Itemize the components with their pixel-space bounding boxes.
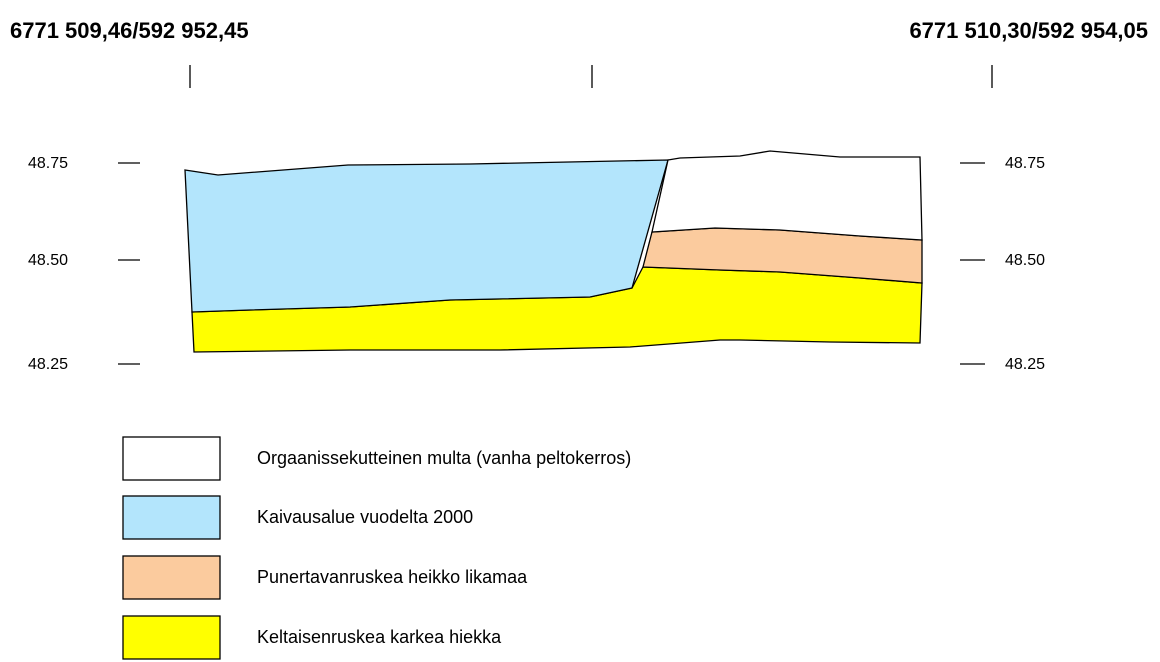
elevation-label: 48.25 — [28, 356, 68, 373]
elevation-label: 48.50 — [28, 252, 68, 269]
elevation-label: 48.50 — [1005, 252, 1045, 269]
elevation-label: 48.25 — [1005, 356, 1045, 373]
elevation-label: 48.75 — [28, 155, 68, 172]
left-coordinate: 6771 509,46/592 952,45 — [10, 18, 249, 43]
legend-swatch — [123, 616, 220, 659]
right-coordinate: 6771 510,30/592 954,05 — [909, 18, 1148, 43]
legend-swatch — [123, 556, 220, 599]
section-diagram: 6771 509,46/592 952,45 6771 510,30/592 9… — [0, 0, 1160, 662]
legend-label: Kaivausalue vuodelta 2000 — [257, 507, 473, 527]
topsoil-layer — [652, 151, 922, 240]
legend-label: Orgaanissekutteinen multa (vanha peltoke… — [257, 448, 631, 468]
legend-label: Keltaisenruskea karkea hiekka — [257, 627, 502, 647]
legend-swatch — [123, 437, 220, 480]
legend-label: Punertavanruskea heikko likamaa — [257, 567, 528, 587]
legend-swatch — [123, 496, 220, 539]
elevation-label: 48.75 — [1005, 155, 1045, 172]
excavation-layer — [185, 160, 668, 312]
